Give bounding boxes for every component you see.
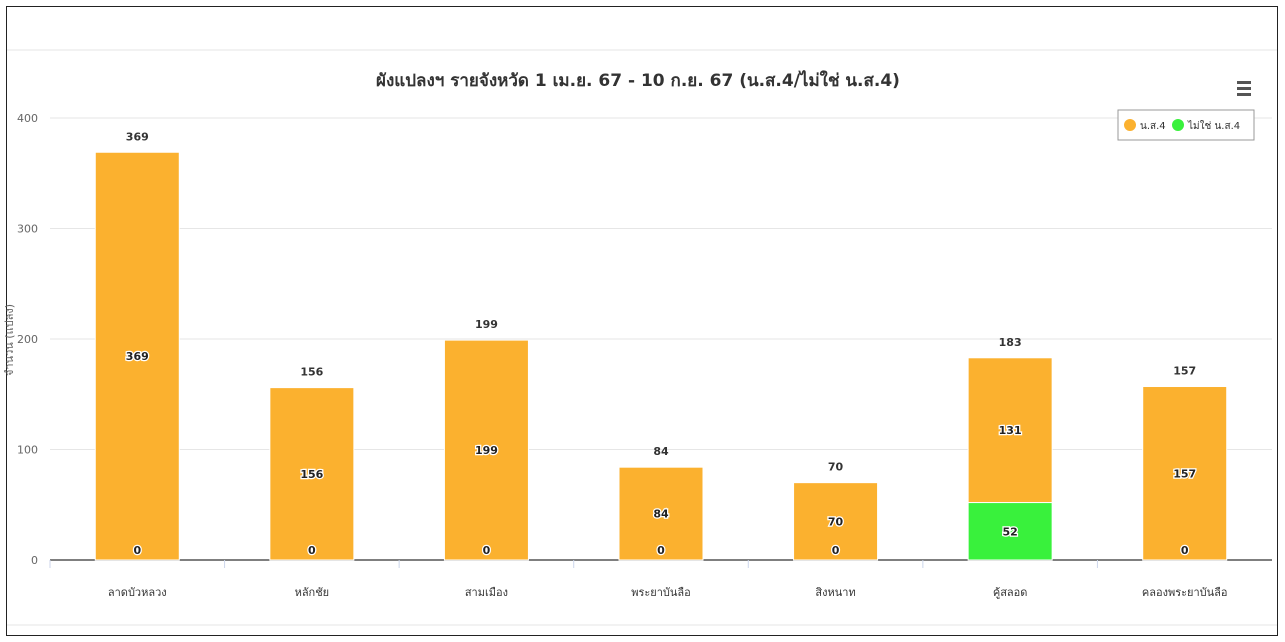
total-label: 84 xyxy=(653,445,669,458)
bar-segment xyxy=(94,151,180,561)
legend-item-label: น.ส.4 xyxy=(1140,121,1166,132)
data-label: 52 xyxy=(1002,525,1017,538)
bar-segment xyxy=(269,387,355,561)
bar-segment xyxy=(793,482,879,561)
total-label: 183 xyxy=(999,336,1022,349)
legend-box xyxy=(1117,109,1255,141)
data-label: 0 xyxy=(832,544,840,557)
y-tick-label: 300 xyxy=(17,223,38,236)
data-label: 369 xyxy=(126,350,149,363)
total-label: 199 xyxy=(475,318,498,331)
legend-marker xyxy=(1172,119,1184,131)
data-label: 0 xyxy=(483,544,491,557)
data-label: 70 xyxy=(828,515,844,528)
data-label: 199 xyxy=(475,444,498,457)
y-tick-label: 100 xyxy=(17,444,38,457)
bar-segment xyxy=(1142,386,1228,561)
x-tick-label: สิงหนาท xyxy=(815,586,856,599)
data-label: 156 xyxy=(300,468,323,481)
total-label: 70 xyxy=(828,461,844,474)
x-tick-label: พระยาบันลือ xyxy=(631,586,691,599)
bar-segment xyxy=(967,357,1053,504)
y-tick-label: 400 xyxy=(17,112,38,125)
bar-segment xyxy=(967,502,1053,561)
y-tick-label: 200 xyxy=(17,333,38,346)
total-label: 369 xyxy=(126,130,149,143)
legend-marker xyxy=(1124,119,1136,131)
data-label: 0 xyxy=(657,544,665,557)
x-tick-label: คู้สลอด xyxy=(993,586,1028,599)
y-axis-label: จำนวน (แปลง) xyxy=(3,304,16,376)
x-tick-label: คลองพระยาบันลือ xyxy=(1142,586,1228,599)
x-tick-label: สามเมือง xyxy=(465,586,508,599)
data-label: 157 xyxy=(1173,467,1196,480)
y-tick-label: 0 xyxy=(31,554,38,567)
bar-segment xyxy=(618,466,704,561)
legend: น.ส.4 ไม่ใช่ น.ส.4 xyxy=(1117,109,1255,141)
x-tick-label: หลักชัย xyxy=(295,586,330,599)
data-label: 131 xyxy=(999,424,1022,437)
data-label: 0 xyxy=(133,544,141,557)
chart-title: ผังแปลงฯ รายจังหวัด 1 เม.ย. 67 - 10 ก.ย.… xyxy=(376,70,900,91)
data-label: 0 xyxy=(308,544,316,557)
data-label: 84 xyxy=(653,508,669,521)
total-label: 157 xyxy=(1173,365,1196,378)
data-label: 0 xyxy=(1181,544,1189,557)
bar-segment xyxy=(443,339,529,561)
x-tick-label: ลาดบัวหลวง xyxy=(108,586,167,599)
hamburger-menu-icon[interactable] xyxy=(1237,81,1251,96)
legend-item-label: ไม่ใช่ น.ส.4 xyxy=(1187,120,1240,132)
total-label: 156 xyxy=(300,366,323,379)
